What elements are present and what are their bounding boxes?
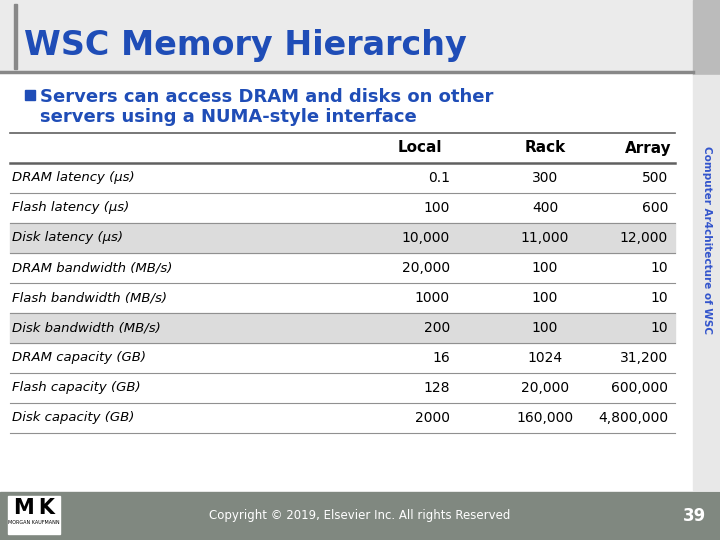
Text: 10: 10 xyxy=(650,291,668,305)
Bar xyxy=(14,4,17,69)
Text: 128: 128 xyxy=(423,381,450,395)
Text: 600: 600 xyxy=(642,201,668,215)
Text: 20,000: 20,000 xyxy=(521,381,569,395)
Text: Disk capacity (GB): Disk capacity (GB) xyxy=(12,411,135,424)
Text: DRAM capacity (GB): DRAM capacity (GB) xyxy=(12,352,146,365)
Text: M K: M K xyxy=(14,498,55,518)
Text: Rack: Rack xyxy=(524,140,566,156)
Text: 4,800,000: 4,800,000 xyxy=(598,411,668,425)
Text: 300: 300 xyxy=(532,171,558,185)
Text: Servers can access DRAM and disks on other: Servers can access DRAM and disks on oth… xyxy=(40,88,493,106)
Bar xyxy=(10,313,675,343)
Text: 600,000: 600,000 xyxy=(611,381,668,395)
Text: 500: 500 xyxy=(642,171,668,185)
Text: MORGAN KAUFMANN: MORGAN KAUFMANN xyxy=(8,521,60,525)
Text: 160,000: 160,000 xyxy=(516,411,574,425)
Text: 39: 39 xyxy=(683,507,706,525)
Text: Disk bandwidth (MB/s): Disk bandwidth (MB/s) xyxy=(12,321,161,334)
Text: 100: 100 xyxy=(532,321,558,335)
Text: DRAM latency (μs): DRAM latency (μs) xyxy=(12,172,135,185)
Text: 0.1: 0.1 xyxy=(428,171,450,185)
Bar xyxy=(25,90,35,100)
Text: 10: 10 xyxy=(650,321,668,335)
Text: Flash bandwidth (MB/s): Flash bandwidth (MB/s) xyxy=(12,292,167,305)
Bar xyxy=(8,496,60,534)
Text: Flash latency (μs): Flash latency (μs) xyxy=(12,201,130,214)
Text: 11,000: 11,000 xyxy=(521,231,570,245)
Text: 10,000: 10,000 xyxy=(402,231,450,245)
Text: 31,200: 31,200 xyxy=(620,351,668,365)
Text: Flash capacity (GB): Flash capacity (GB) xyxy=(12,381,140,395)
Text: 100: 100 xyxy=(532,291,558,305)
Bar xyxy=(10,223,675,253)
Text: Computer Ar4chitecture of WSC: Computer Ar4chitecture of WSC xyxy=(703,146,713,334)
Bar xyxy=(693,75,720,490)
Bar xyxy=(693,0,720,75)
Text: DRAM bandwidth (MB/s): DRAM bandwidth (MB/s) xyxy=(12,261,172,274)
Text: 10: 10 xyxy=(650,261,668,275)
Bar xyxy=(0,0,693,72)
Text: 1024: 1024 xyxy=(528,351,562,365)
Text: 1000: 1000 xyxy=(415,291,450,305)
Bar xyxy=(0,492,720,540)
Text: 200: 200 xyxy=(424,321,450,335)
Text: Local: Local xyxy=(397,140,442,156)
Text: Array: Array xyxy=(625,140,671,156)
Text: servers using a NUMA-style interface: servers using a NUMA-style interface xyxy=(40,108,417,126)
Text: WSC Memory Hierarchy: WSC Memory Hierarchy xyxy=(24,30,467,63)
Text: 100: 100 xyxy=(532,261,558,275)
Text: 2000: 2000 xyxy=(415,411,450,425)
Text: 100: 100 xyxy=(423,201,450,215)
Text: 16: 16 xyxy=(432,351,450,365)
Text: Copyright © 2019, Elsevier Inc. All rights Reserved: Copyright © 2019, Elsevier Inc. All righ… xyxy=(210,510,510,523)
Text: 12,000: 12,000 xyxy=(620,231,668,245)
Text: 20,000: 20,000 xyxy=(402,261,450,275)
Text: Disk latency (μs): Disk latency (μs) xyxy=(12,232,123,245)
Text: 400: 400 xyxy=(532,201,558,215)
